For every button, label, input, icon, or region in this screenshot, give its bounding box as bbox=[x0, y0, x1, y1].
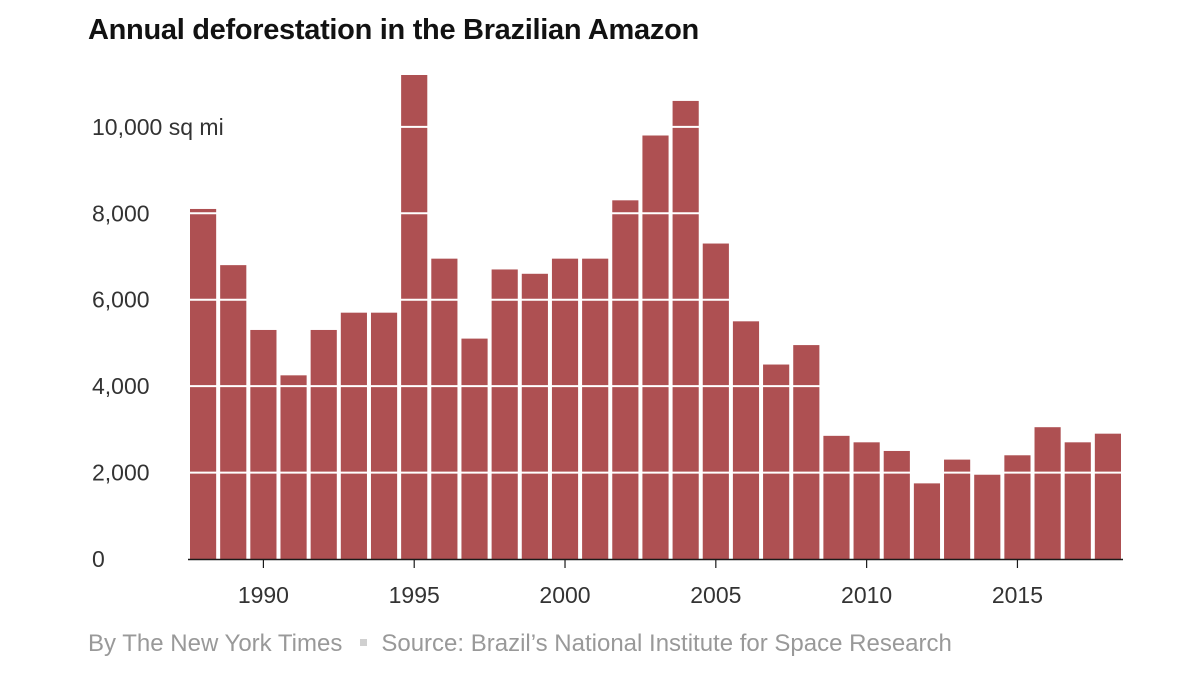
byline: By The New York Times bbox=[88, 630, 343, 657]
bar-2002 bbox=[612, 200, 639, 560]
bar-1992 bbox=[310, 329, 337, 559]
bar-1995 bbox=[401, 75, 428, 559]
bar-1988 bbox=[190, 208, 217, 559]
bar-2016 bbox=[1034, 427, 1061, 559]
bar-2003 bbox=[642, 135, 669, 559]
source-credit: Source: Brazil’s National Institute for … bbox=[381, 630, 952, 657]
bar-2018 bbox=[1094, 433, 1121, 559]
bar-2017 bbox=[1064, 442, 1091, 559]
chart-title: Annual deforestation in the Brazilian Am… bbox=[88, 14, 699, 46]
bar-2014 bbox=[974, 474, 1001, 559]
y-tick-label-0: 0 bbox=[92, 546, 105, 572]
bar-2006 bbox=[732, 321, 760, 559]
y-tick-label-4000: 4,000 bbox=[92, 373, 150, 399]
bar-2005 bbox=[702, 243, 729, 560]
bar-1994 bbox=[370, 312, 398, 559]
bar-2004 bbox=[672, 100, 699, 559]
bar-2010 bbox=[853, 442, 880, 559]
bar-2015 bbox=[1004, 455, 1031, 559]
bar-2000 bbox=[551, 258, 579, 559]
gridlines-group bbox=[188, 125, 1123, 474]
bar-1993 bbox=[340, 312, 367, 559]
x-tick-label-2015: 2015 bbox=[992, 582, 1043, 608]
bar-2013 bbox=[944, 459, 971, 559]
y-tick-label-8000: 8,000 bbox=[92, 200, 150, 226]
bar-2011 bbox=[883, 450, 910, 559]
bar-2009 bbox=[823, 435, 850, 559]
bar-1996 bbox=[431, 258, 458, 559]
y-tick-label-6000: 6,000 bbox=[92, 287, 150, 313]
y-tick-label-10000: 10,000 sq mi bbox=[92, 114, 224, 140]
chart-footer: By The New York Times Source: Brazil’s Na… bbox=[88, 630, 952, 658]
y-axis: 0 2,000 4,000 6,000 8,000 10,000 sq mi bbox=[92, 114, 224, 572]
bar-2008 bbox=[793, 345, 820, 559]
y-tick-label-2000: 2,000 bbox=[92, 460, 150, 486]
x-tick-label-1990: 1990 bbox=[238, 582, 289, 608]
bar-1997 bbox=[461, 338, 488, 559]
bar-2007 bbox=[763, 364, 790, 559]
x-tick-label-1995: 1995 bbox=[389, 582, 440, 608]
bar-1991 bbox=[280, 375, 307, 559]
x-tick-label-2000: 2000 bbox=[539, 582, 590, 608]
x-tick-label-2005: 2005 bbox=[690, 582, 741, 608]
bar-1989 bbox=[220, 265, 247, 559]
bar-1999 bbox=[521, 273, 548, 559]
x-tick-label-2010: 2010 bbox=[841, 582, 892, 608]
x-axis: 1990 1995 2000 2005 2010 2015 bbox=[188, 558, 1123, 608]
separator-dot bbox=[360, 639, 368, 647]
bar-2001 bbox=[582, 258, 609, 559]
bar-1990 bbox=[250, 329, 277, 559]
bar-2012 bbox=[913, 483, 941, 559]
bar-1998 bbox=[491, 269, 518, 559]
bars-group bbox=[190, 75, 1121, 560]
